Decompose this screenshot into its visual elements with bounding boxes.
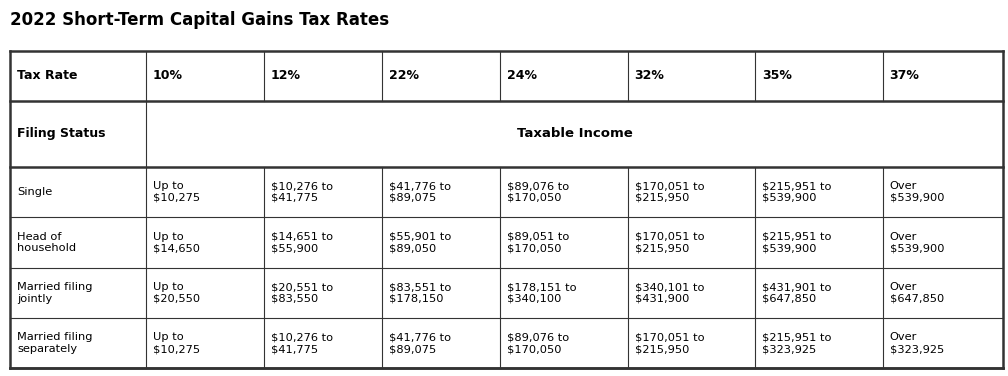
- Text: Up to
$20,550: Up to $20,550: [153, 282, 200, 304]
- Text: Filing Status: Filing Status: [17, 127, 106, 141]
- Text: Up to
$10,275: Up to $10,275: [153, 181, 200, 203]
- Text: $10,276 to
$41,775: $10,276 to $41,775: [271, 332, 333, 354]
- Text: $431,901 to
$647,850: $431,901 to $647,850: [762, 282, 832, 304]
- Text: 2022 Short-Term Capital Gains Tax Rates: 2022 Short-Term Capital Gains Tax Rates: [10, 11, 389, 29]
- Text: $83,551 to
$178,150: $83,551 to $178,150: [389, 282, 452, 304]
- Text: Up to
$10,275: Up to $10,275: [153, 332, 200, 354]
- Text: Tax Rate: Tax Rate: [17, 70, 78, 82]
- Text: $55,901 to
$89,050: $55,901 to $89,050: [389, 232, 452, 253]
- Text: Married filing
jointly: Married filing jointly: [17, 282, 93, 304]
- Text: 37%: 37%: [890, 70, 919, 82]
- Text: Over
$539,900: Over $539,900: [890, 232, 944, 253]
- Text: $14,651 to
$55,900: $14,651 to $55,900: [271, 232, 333, 253]
- Text: Over
$323,925: Over $323,925: [890, 332, 943, 354]
- Text: 22%: 22%: [389, 70, 419, 82]
- Text: Head of
household: Head of household: [17, 232, 77, 253]
- Text: 24%: 24%: [507, 70, 537, 82]
- Text: $215,951 to
$323,925: $215,951 to $323,925: [762, 332, 832, 354]
- Text: $41,776 to
$89,075: $41,776 to $89,075: [389, 181, 452, 203]
- Text: 35%: 35%: [762, 70, 792, 82]
- Text: Taxable Income: Taxable Income: [516, 127, 632, 141]
- Text: $10,276 to
$41,775: $10,276 to $41,775: [271, 181, 333, 203]
- Text: $215,951 to
$539,900: $215,951 to $539,900: [762, 232, 832, 253]
- Text: $170,051 to
$215,950: $170,051 to $215,950: [635, 332, 705, 354]
- Text: $41,776 to
$89,075: $41,776 to $89,075: [389, 332, 452, 354]
- Text: Married filing
separately: Married filing separately: [17, 332, 93, 354]
- Text: $170,051 to
$215,950: $170,051 to $215,950: [635, 232, 705, 253]
- Text: $215,951 to
$539,900: $215,951 to $539,900: [762, 181, 832, 203]
- Text: 10%: 10%: [153, 70, 182, 82]
- Text: $170,051 to
$215,950: $170,051 to $215,950: [635, 181, 705, 203]
- Text: $340,101 to
$431,900: $340,101 to $431,900: [635, 282, 704, 304]
- Text: $89,051 to
$170,050: $89,051 to $170,050: [507, 232, 570, 253]
- Text: $178,151 to
$340,100: $178,151 to $340,100: [507, 282, 577, 304]
- Text: $89,076 to
$170,050: $89,076 to $170,050: [507, 332, 570, 354]
- Text: Up to
$14,650: Up to $14,650: [153, 232, 200, 253]
- Text: Over
$647,850: Over $647,850: [890, 282, 943, 304]
- Text: Over
$539,900: Over $539,900: [890, 181, 944, 203]
- Text: Single: Single: [17, 187, 52, 197]
- Text: 32%: 32%: [635, 70, 664, 82]
- Text: $20,551 to
$83,550: $20,551 to $83,550: [271, 282, 334, 304]
- Text: 12%: 12%: [271, 70, 301, 82]
- Text: $89,076 to
$170,050: $89,076 to $170,050: [507, 181, 570, 203]
